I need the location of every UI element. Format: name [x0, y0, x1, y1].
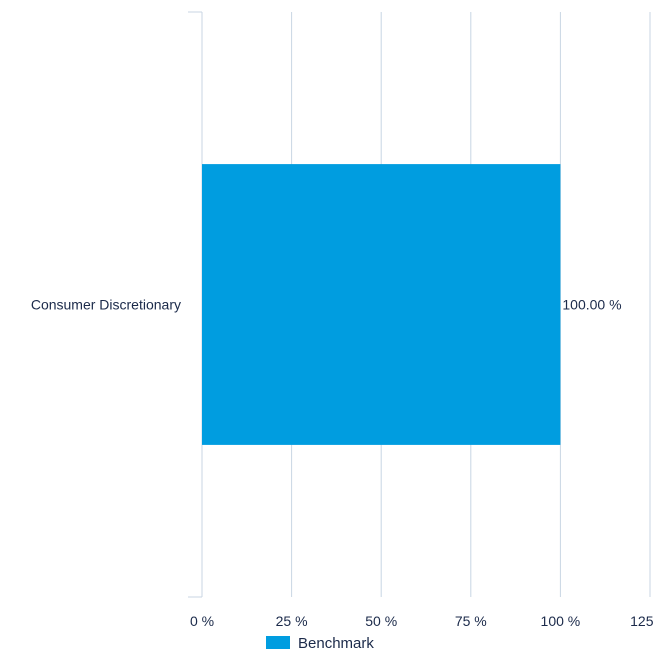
x-tick-label: 50 % — [365, 613, 397, 629]
x-tick-label: 75 % — [455, 613, 487, 629]
x-tick-label: 25 % — [276, 613, 308, 629]
legend-label[interactable]: Benchmark — [298, 635, 374, 651]
x-tick-label: 125 % — [630, 613, 653, 629]
x-tick-label: 0 % — [190, 613, 214, 629]
labels: 0 % 25 % 50 % 75 % 100 % 125 % 100.00 % Consume… — [31, 297, 653, 630]
legend: Benchmark — [266, 635, 374, 651]
bars — [202, 164, 561, 445]
category-label: Consumer Discretionary — [31, 297, 181, 313]
bar[interactable] — [202, 164, 561, 445]
legend-swatch[interactable] — [266, 636, 290, 649]
x-tick-label: 100 % — [541, 613, 581, 629]
data-label: 100.00 % — [562, 297, 621, 313]
